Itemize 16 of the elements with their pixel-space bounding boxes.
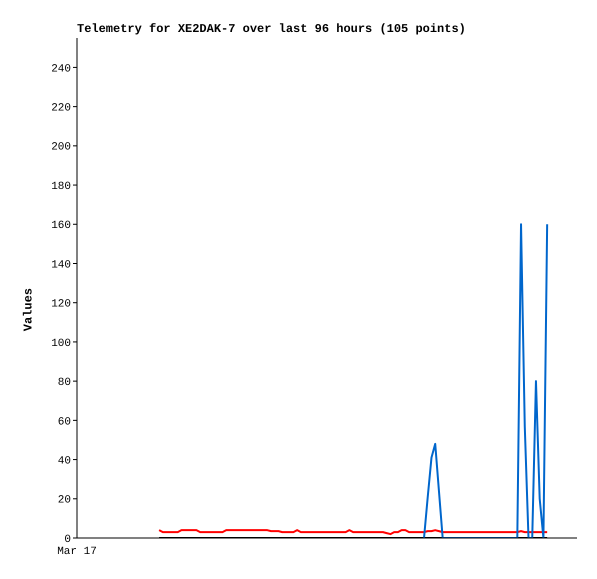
y-tick-label: 180	[51, 180, 71, 193]
y-tick-label: 20	[58, 494, 71, 507]
chart-title: Telemetry for XE2DAK-7 over last 96 hours (105 points)	[77, 22, 466, 36]
y-tick-label: 220	[51, 102, 71, 115]
y-tick-label: 240	[51, 63, 71, 76]
y-tick-label: 200	[51, 142, 71, 154]
y-axis-title: Values	[21, 288, 36, 332]
y-tick-label: 120	[51, 298, 71, 311]
y-tick-label: 60	[58, 416, 71, 428]
y-tick-label: 160	[51, 220, 71, 232]
x-tick-label: Mar 17	[57, 546, 97, 558]
y-tick-label: 40	[58, 455, 71, 468]
y-tick-label: 80	[58, 377, 71, 390]
y-tick-label: 140	[51, 259, 71, 272]
y-tick-label: 100	[51, 338, 71, 350]
y-tick-label: 0	[64, 534, 71, 546]
